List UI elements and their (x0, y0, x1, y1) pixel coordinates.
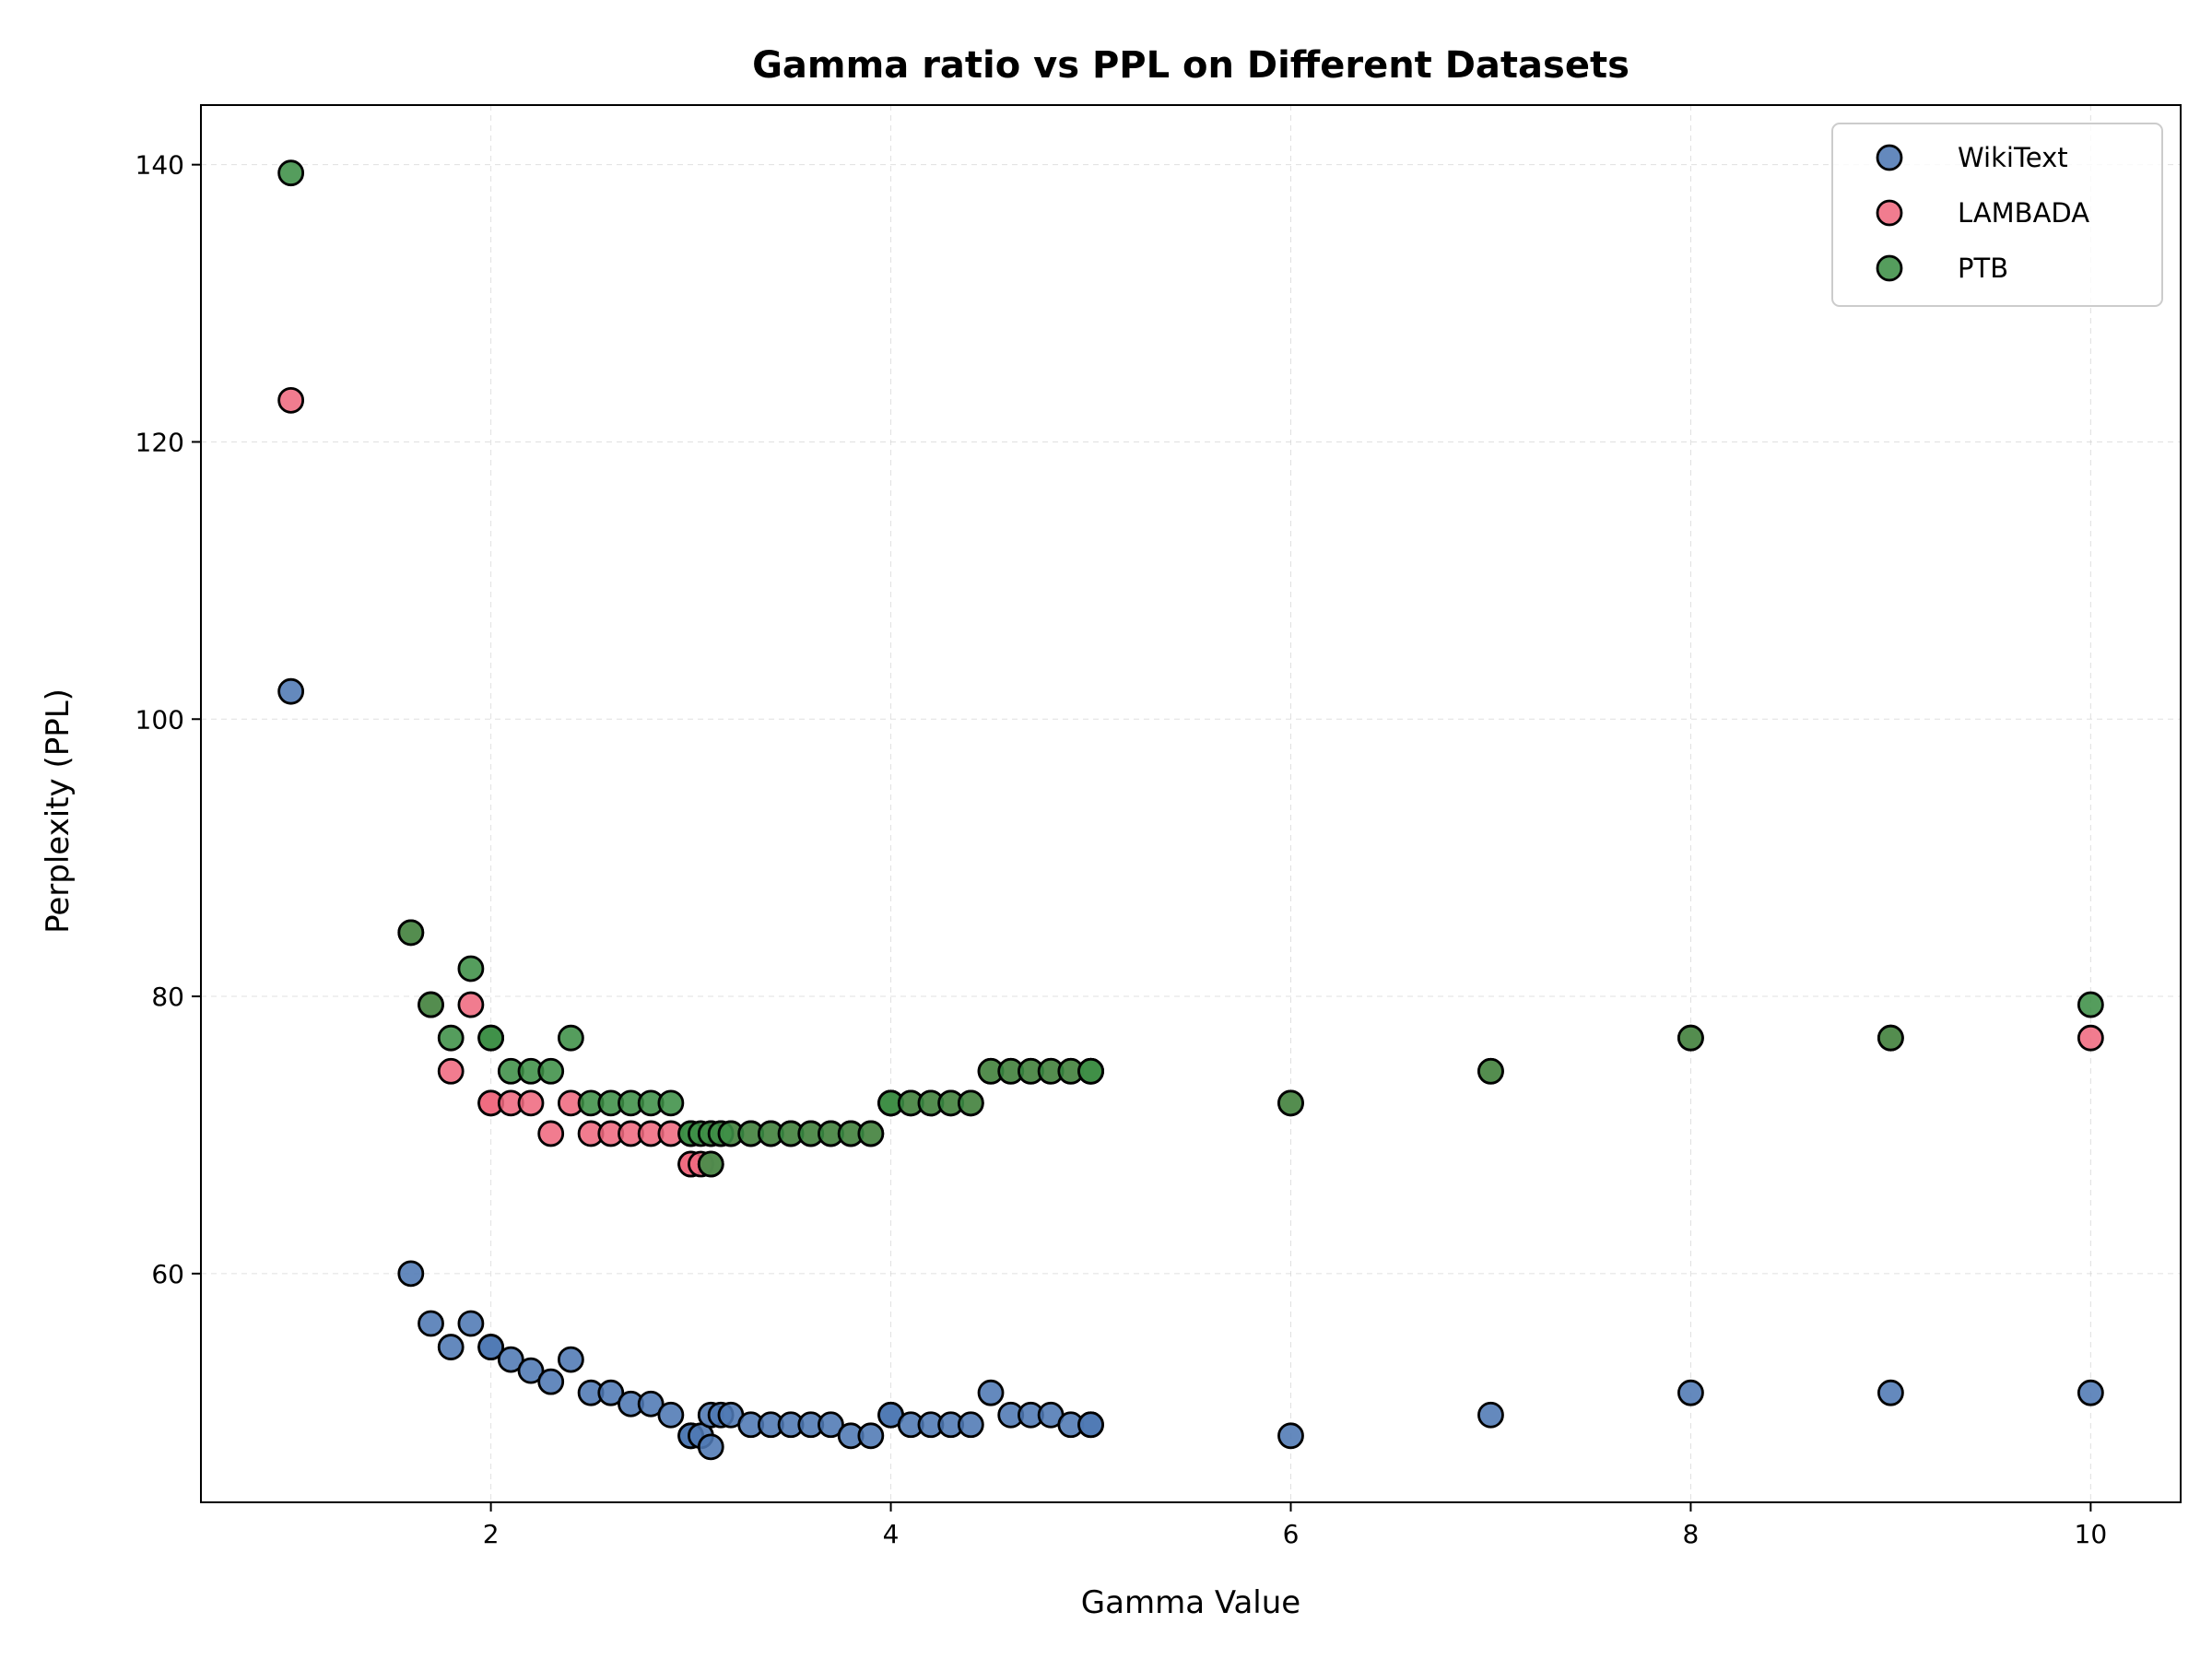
data-point-wikitext (637, 1390, 665, 1418)
data-point-wikitext (1277, 1422, 1304, 1450)
data-point-wikitext (517, 1357, 545, 1384)
legend-marker-ptb (1876, 254, 1903, 282)
data-point-wikitext (397, 1260, 425, 1288)
data-point-wikitext (537, 1368, 565, 1395)
data-point-wikitext (1877, 1379, 1904, 1406)
y-tick-label: 100 (135, 704, 184, 735)
data-point-ptb (437, 1024, 465, 1052)
data-point-ptb (457, 955, 485, 982)
x-tick-label: 4 (883, 1519, 900, 1549)
x-tick-label: 8 (1683, 1519, 1700, 1549)
data-point-wikitext (437, 1334, 465, 1360)
data-point-wikitext (697, 1433, 724, 1461)
y-tick-label: 140 (135, 150, 184, 181)
data-point-wikitext (597, 1379, 625, 1406)
data-point-lambada (457, 991, 485, 1018)
data-point-wikitext (418, 1310, 444, 1337)
series-wikitext (277, 677, 2104, 1461)
data-point-lambada (277, 386, 305, 414)
data-point-lambada (2077, 1024, 2104, 1052)
x-tick-label: 2 (483, 1519, 500, 1549)
data-points (277, 159, 2104, 1461)
y-tick-label: 60 (151, 1259, 184, 1289)
data-point-wikitext (557, 1346, 584, 1373)
legend: WikiText LAMBADA PTB (1831, 123, 2163, 307)
data-point-ptb (277, 159, 305, 187)
axis-ticks: 2 4 6 8 10 60 80 100 120 140 (135, 150, 2108, 1549)
plot-area-frame (200, 104, 2182, 1503)
data-point-ptb (418, 991, 444, 1018)
data-point-wikitext (1077, 1411, 1104, 1439)
x-tick-label: 10 (2075, 1519, 2108, 1549)
data-point-lambada (437, 1057, 465, 1085)
data-point-lambada (517, 1089, 545, 1117)
data-point-ptb (1477, 1057, 1504, 1085)
data-point-ptb (1677, 1024, 1704, 1052)
data-point-wikitext (477, 1334, 505, 1360)
legend-label-ptb: PTB (1958, 253, 2008, 284)
data-point-ptb (477, 1024, 505, 1052)
chart-title: Gamma ratio vs PPL on Different Datasets (752, 44, 1630, 87)
data-point-wikitext (818, 1411, 844, 1439)
data-point-ptb (857, 1120, 885, 1147)
data-point-ptb (557, 1024, 584, 1052)
data-point-wikitext (957, 1411, 984, 1439)
data-point-lambada (537, 1120, 565, 1147)
data-point-wikitext (1477, 1401, 1504, 1429)
data-point-ptb (697, 1150, 724, 1178)
series-ptb (277, 159, 2104, 1178)
data-point-wikitext (1677, 1379, 1704, 1406)
legend-label-wikitext: WikiText (1958, 142, 2068, 173)
data-point-ptb (397, 919, 425, 947)
y-tick-label: 80 (151, 982, 184, 1012)
data-point-ptb (1077, 1057, 1104, 1085)
y-axis-label: Perplexity (PPL) (40, 688, 76, 934)
legend-label-lambada: LAMBADA (1958, 197, 2089, 229)
data-point-ptb (1877, 1024, 1904, 1052)
data-point-wikitext (497, 1346, 524, 1373)
series-lambada (277, 386, 2104, 1178)
data-point-ptb (1277, 1089, 1304, 1117)
x-axis-label: Gamma Value (1081, 1584, 1300, 1621)
data-point-wikitext (977, 1379, 1005, 1406)
data-point-wikitext (657, 1401, 685, 1429)
data-point-ptb (2077, 991, 2104, 1018)
legend-box (1831, 123, 2163, 307)
data-point-wikitext (857, 1422, 885, 1450)
data-point-wikitext (2077, 1379, 2104, 1406)
data-point-wikitext (457, 1310, 485, 1337)
legend-marker-wikitext (1876, 144, 1903, 171)
data-point-ptb (657, 1089, 685, 1117)
grid (201, 105, 2181, 1502)
data-point-ptb (537, 1057, 565, 1085)
legend-marker-lambada (1876, 199, 1903, 227)
y-tick-label: 120 (135, 427, 184, 457)
x-tick-label: 6 (1283, 1519, 1300, 1549)
data-point-ptb (957, 1089, 984, 1117)
data-point-wikitext (277, 677, 305, 705)
